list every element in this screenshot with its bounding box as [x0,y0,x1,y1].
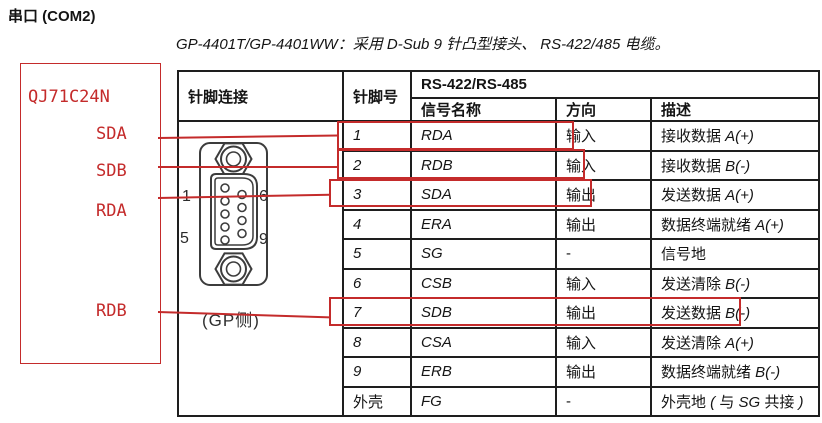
description-cell: 接收数据 B(-) [650,149,820,181]
col-header-pin-number: 针脚号 [342,70,412,122]
signal-name-cell: RDA [410,120,557,152]
gp-side-caption: (GP侧) [202,311,260,330]
signal-label-rda: RDA [96,201,127,221]
direction-cell: 输出 [555,179,652,211]
pin-number-cell: 2 [342,149,412,181]
device-label: QJ71C24N [28,87,110,107]
dsub-shell [210,173,258,250]
page-title: 串口 (COM2) [8,8,96,25]
col-header-description: 描述 [650,97,820,122]
direction-cell: 输入 [555,326,652,358]
direction-cell: 输出 [555,208,652,240]
pin-number-cell: 9 [342,356,412,388]
direction-cell: - [555,385,652,417]
pin5-label: 5 [180,230,189,247]
table-row: 3 SDA 输出 发送数据 A(+) [178,179,820,211]
table-row: 1 RDA 输入 接收数据 A(+) [177,120,820,417]
signal-name-cell: SDA [410,179,557,211]
pin-number-cell: 4 [342,208,412,240]
col-header-direction: 方向 [555,97,652,122]
col-header-signal-name: 信号名称 [410,97,557,122]
description-cell: 发送清除 A(+) [650,326,820,358]
description-cell: 信号地 [650,238,820,270]
col-header-pin-connection: 针脚连接 [177,70,344,122]
table-row: 6 CSB 输入 发送清除 B(-) [178,267,820,299]
signal-name-cell: SDB [410,297,557,329]
dsub9-connector-diagram: 1 6 5 9 [180,142,268,286]
description-cell: 数据终端就绪 A(+) [650,208,820,240]
description-cell: 发送清除 B(-) [650,267,820,299]
device-annotation-box [20,63,161,364]
description-cell: 发送数据 B(-) [650,297,820,329]
wire-sdb-to-pin2 [158,166,338,168]
col-header-interface-group: RS-422/RS-485 [410,70,820,99]
top-screw-icon [214,142,253,176]
pin-number-cell: 6 [342,267,412,299]
pin6-label: 6 [259,188,268,205]
pin-number-cell: 7 [342,297,412,329]
signal-name-cell: SG [410,238,557,270]
direction-cell: 输入 [555,267,652,299]
direction-cell: - [555,238,652,270]
signal-name-cell: RDB [410,149,557,181]
description-cell: 发送数据 A(+) [650,179,820,211]
header-row-1: 针脚连接 针脚号 RS-422/RS-485 [177,70,820,122]
header-row-2: 信号名称 方向 描述 [178,97,820,122]
pin-number-cell: 1 [342,120,412,152]
table-row: 2 RDB 输入 接收数据 B(-) [178,149,820,181]
pin-number-cell: 3 [342,179,412,211]
direction-cell: 输入 [555,149,652,181]
description-cell: 数据终端就绪 B(-) [650,356,820,388]
table-row: 外壳 FG - 外壳地 ( 与 SG 共接 ) [178,385,820,417]
signal-name-cell: FG [410,385,557,417]
cable-spec-note: GP-4401T/GP-4401WW：采用 D-Sub 9 针凸型接头、 RS-… [176,36,670,53]
table-row: 5 SG - 信号地 [178,238,820,270]
signal-label-sdb: SDB [96,161,127,181]
pin9-label: 9 [259,231,268,248]
pin-number-cell: 5 [342,238,412,270]
signal-label-sda: SDA [96,124,127,144]
direction-cell: 输入 [555,120,652,152]
signal-label-rdb: RDB [96,301,127,321]
pin-number-cell: 8 [342,326,412,358]
table-row: 4 ERA 输出 数据终端就绪 A(+) [178,208,820,240]
pinout-table: 针脚连接 针脚号 RS-422/RS-485 信号名称 方向 描述 1 RDA 输入… [177,70,820,417]
direction-cell: 输出 [555,356,652,388]
pin-number-cell: 外壳 [342,385,412,417]
signal-name-cell: CSB [410,267,557,299]
signal-name-cell: ERB [410,356,557,388]
description-cell: 外壳地 ( 与 SG 共接 ) [650,385,820,417]
bottom-screw-icon [214,252,253,286]
description-cell: 接收数据 A(+) [650,120,820,152]
signal-name-cell: CSA [410,326,557,358]
signal-name-cell: ERA [410,208,557,240]
direction-cell: 输出 [555,297,652,329]
